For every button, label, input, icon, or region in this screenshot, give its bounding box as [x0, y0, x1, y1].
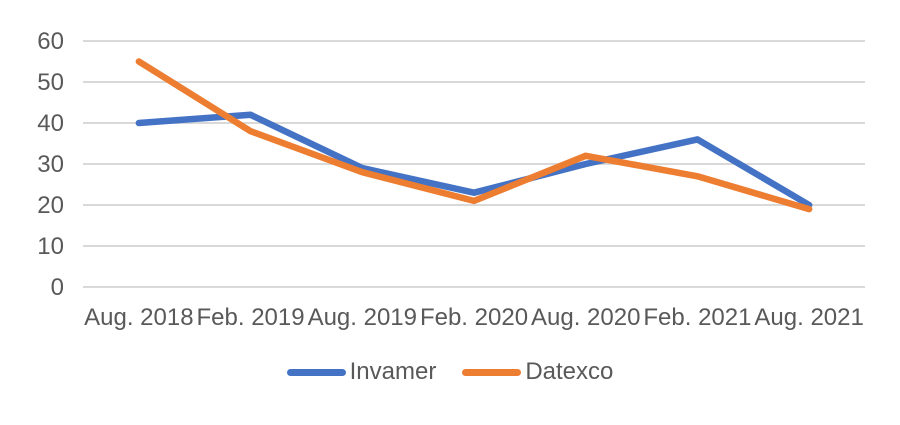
legend-swatch-datexco	[462, 368, 522, 376]
legend-item-invamer: Invamer	[286, 357, 437, 387]
y-tick-label-60: 60	[37, 28, 64, 55]
legend-swatch-invamer	[286, 368, 346, 376]
y-tick-label-50: 50	[37, 69, 64, 96]
x-axis-label-1: Feb. 2019	[197, 304, 305, 331]
x-axis-label-0: Aug. 2018	[84, 304, 193, 331]
y-tick-label-40: 40	[37, 110, 64, 137]
y-tick-label-0: 0	[51, 274, 64, 301]
y-tick-label-30: 30	[37, 151, 64, 178]
legend-label-invamer: Invamer	[349, 358, 437, 385]
x-axis-label-3: Feb. 2020	[420, 304, 528, 331]
legend-item-datexco: Datexco	[462, 357, 613, 387]
legend: Invamer Datexco	[0, 357, 900, 387]
plot-area: 0 10 20 30 40 50 60 Aug. 2018 Feb. 2019 Aug. 2019…	[37, 28, 865, 331]
series-line-invamer	[135, 111, 813, 209]
series-line-datexco	[135, 58, 813, 213]
x-axis-label-5: Feb. 2021	[643, 304, 751, 331]
y-tick-label-10: 10	[37, 233, 64, 260]
x-axis-label-6: Aug. 2021	[754, 304, 863, 331]
x-axis-label-2: Aug. 2019	[308, 304, 417, 331]
x-axis-label-4: Aug. 2020	[531, 304, 640, 331]
legend-label-datexco: Datexco	[525, 358, 614, 385]
y-tick-label-20: 20	[37, 192, 64, 219]
